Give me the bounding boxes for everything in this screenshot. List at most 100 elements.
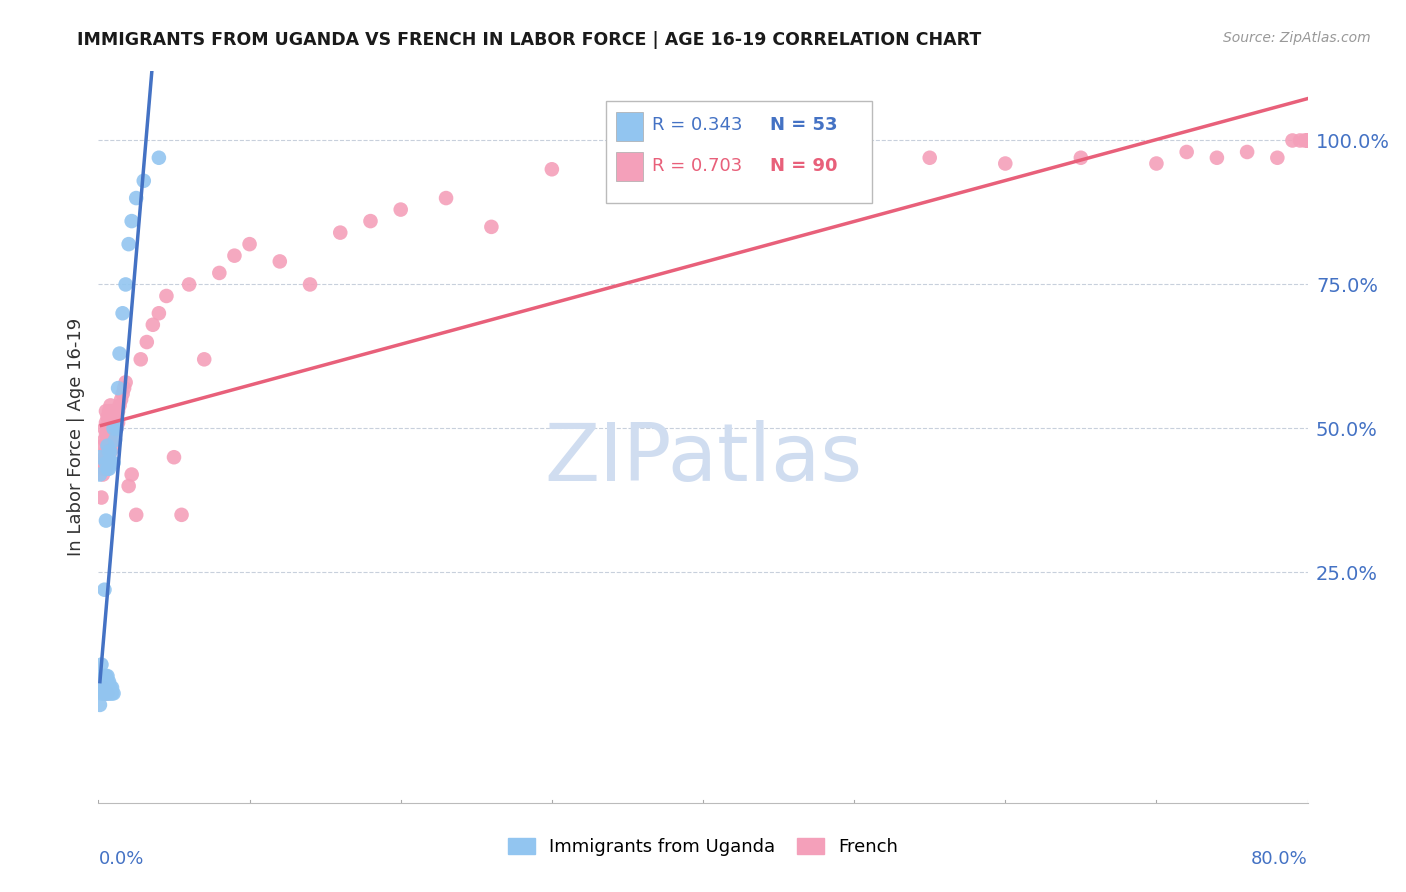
Point (96, 462, 118, 476)
Point (110, 392, 132, 407)
Point (94, 681, 117, 695)
Point (93, 582, 115, 597)
Point (155, 289, 177, 303)
Point (96, 674, 118, 689)
Point (434, 191, 457, 205)
Point (94, 456, 117, 470)
Point (89, 450, 111, 465)
Point (768, 151, 790, 165)
Point (111, 306, 134, 320)
Point (1206, 151, 1229, 165)
Point (208, 266, 231, 280)
Point (100, 444, 122, 458)
Point (170, 508, 193, 522)
Point (104, 433, 127, 447)
Point (1296, 133, 1319, 147)
Point (163, 450, 186, 465)
Point (1296, 133, 1319, 147)
Point (1236, 145, 1258, 159)
Point (1296, 133, 1319, 147)
FancyBboxPatch shape (616, 112, 643, 141)
Point (101, 439, 124, 453)
Point (91, 467, 114, 482)
Point (103, 456, 125, 470)
Point (1296, 133, 1319, 147)
Point (94, 404, 117, 418)
Point (91, 681, 114, 695)
Point (90, 657, 112, 672)
Point (100, 686, 122, 700)
Point (91, 439, 114, 453)
Point (96, 421, 118, 435)
Point (96, 439, 118, 453)
Text: N = 53: N = 53 (769, 117, 837, 135)
Point (1175, 145, 1198, 159)
Text: R = 0.703: R = 0.703 (652, 157, 742, 175)
Point (94, 416, 117, 430)
Point (994, 156, 1017, 170)
Point (481, 219, 503, 234)
Point (94, 669, 117, 683)
Point (93, 450, 115, 465)
Point (94, 514, 117, 528)
Point (129, 352, 152, 367)
Point (103, 409, 125, 424)
Point (101, 421, 124, 435)
Y-axis label: In Labor Force | Age 16-19: In Labor Force | Age 16-19 (66, 318, 84, 557)
Point (360, 214, 382, 228)
Legend: Immigrants from Uganda, French: Immigrants from Uganda, French (501, 830, 905, 863)
Point (98, 462, 121, 476)
Point (90, 491, 112, 505)
Point (98, 686, 121, 700)
Point (239, 237, 262, 252)
Point (112, 381, 135, 395)
Point (98, 450, 121, 465)
Point (107, 381, 129, 395)
Point (114, 277, 136, 292)
Point (93, 433, 115, 447)
Point (269, 254, 291, 268)
Point (125, 508, 148, 522)
Point (93, 681, 115, 695)
Point (96, 669, 118, 683)
Point (101, 404, 124, 418)
Point (104, 421, 127, 435)
Point (148, 306, 170, 320)
Point (148, 151, 170, 165)
Point (96, 686, 118, 700)
Point (1296, 133, 1319, 147)
Point (121, 467, 143, 482)
Point (125, 191, 148, 205)
Point (98, 404, 121, 418)
Point (105, 421, 128, 435)
Point (329, 226, 352, 240)
Point (93, 686, 115, 700)
FancyBboxPatch shape (616, 152, 643, 181)
Point (103, 686, 125, 700)
Point (1144, 156, 1167, 170)
Point (844, 156, 866, 170)
Point (100, 456, 122, 470)
Point (389, 202, 412, 217)
Point (100, 398, 122, 412)
Point (103, 421, 125, 435)
Point (94, 674, 117, 689)
Point (93, 421, 115, 435)
FancyBboxPatch shape (606, 101, 872, 203)
Point (100, 409, 122, 424)
Point (94, 427, 117, 442)
Point (224, 249, 246, 263)
Point (107, 404, 129, 418)
Point (98, 674, 121, 689)
Point (918, 151, 941, 165)
Point (1070, 151, 1092, 165)
Point (94, 686, 117, 700)
Point (101, 686, 124, 700)
Point (114, 376, 136, 390)
Point (100, 444, 122, 458)
Point (93, 669, 115, 683)
Point (616, 151, 638, 165)
Text: Source: ZipAtlas.com: Source: ZipAtlas.com (1223, 31, 1371, 45)
Point (96, 686, 118, 700)
Point (108, 346, 131, 360)
